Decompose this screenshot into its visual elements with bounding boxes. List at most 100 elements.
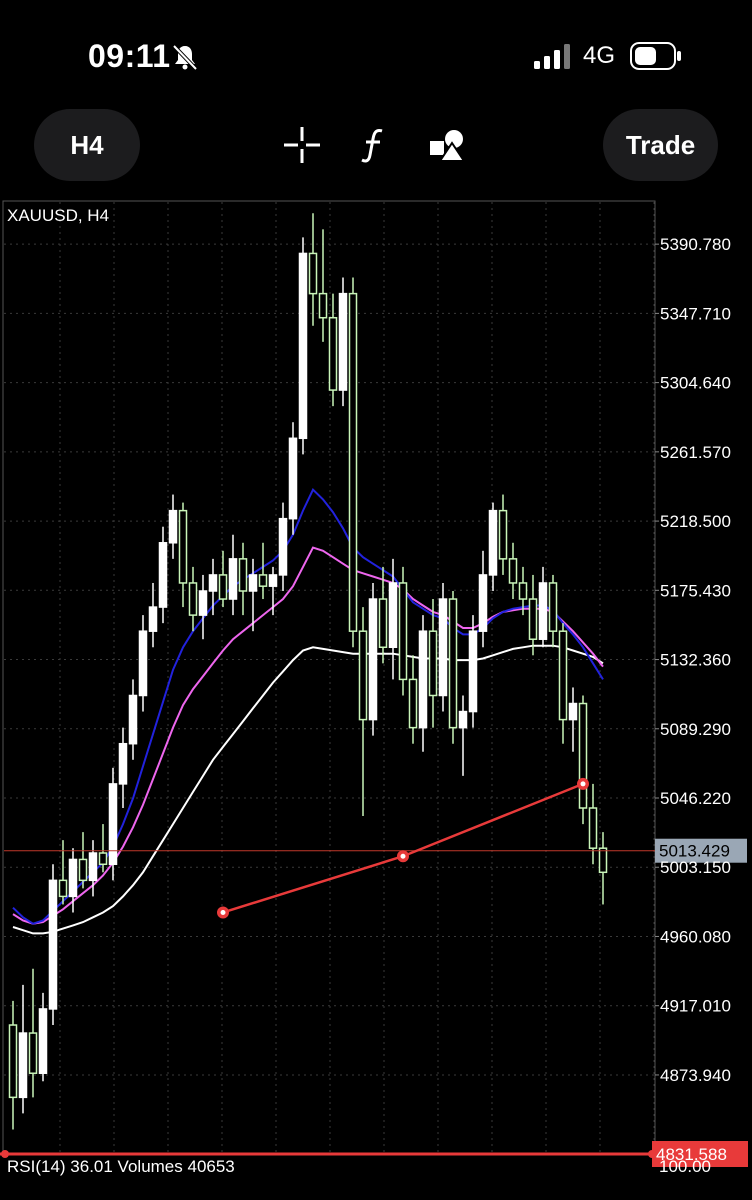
candle bbox=[478, 550, 488, 648]
candle bbox=[588, 783, 598, 865]
price-tick-label: 5003.150 bbox=[660, 858, 731, 877]
candle-body bbox=[288, 437, 298, 520]
trendline-handle-center bbox=[220, 909, 226, 915]
candle-body bbox=[118, 742, 128, 785]
candle bbox=[78, 832, 88, 889]
candle-body bbox=[598, 847, 608, 874]
candle bbox=[38, 992, 48, 1082]
candle bbox=[278, 502, 288, 592]
candle-body bbox=[238, 558, 248, 592]
candle-body bbox=[158, 542, 168, 608]
candle bbox=[128, 679, 138, 760]
candle-body bbox=[318, 292, 328, 319]
price-tick-label: 4873.940 bbox=[660, 1066, 731, 1085]
candle-body bbox=[218, 574, 228, 600]
candle-body bbox=[178, 509, 188, 584]
price-axis: 5390.780 5347.710 5304.640 5261.570 5218.500… bbox=[655, 235, 731, 1085]
function-icon[interactable] bbox=[354, 125, 394, 165]
candle bbox=[268, 566, 278, 616]
rsi-axis-label: 100.00 bbox=[659, 1157, 711, 1176]
rsi-label: RSI(14) 36.01 Volumes 40653 bbox=[7, 1157, 235, 1176]
cellular-signal-icon bbox=[534, 44, 570, 69]
alert-handle bbox=[1, 1150, 9, 1158]
candlesticks bbox=[8, 213, 608, 1130]
price-tick-label: 5261.570 bbox=[660, 443, 731, 462]
candle-body bbox=[198, 590, 208, 616]
candle-body bbox=[418, 630, 428, 729]
candle bbox=[458, 695, 468, 776]
candle-body bbox=[518, 582, 528, 600]
candle-body bbox=[408, 678, 418, 729]
candle-body bbox=[578, 702, 588, 809]
candle-body bbox=[438, 598, 448, 697]
candle-body bbox=[338, 292, 348, 391]
candle bbox=[308, 213, 318, 326]
alert-handle bbox=[648, 1150, 656, 1158]
chart-toolbar: H4 Trade bbox=[0, 105, 752, 185]
candle-body bbox=[368, 598, 378, 721]
candle bbox=[118, 727, 128, 809]
candle-body bbox=[278, 517, 288, 576]
trade-button[interactable]: Trade bbox=[603, 109, 718, 181]
chart-canvas[interactable]: 5013.429 4831.588 5390.780 5347.710 5304.64… bbox=[0, 198, 752, 1200]
symbol-label: XAUUSD, H4 bbox=[7, 206, 109, 225]
ma-slow-line bbox=[12, 644, 604, 935]
candle-body bbox=[558, 630, 568, 721]
candle-body bbox=[188, 582, 198, 616]
candle bbox=[448, 591, 458, 744]
candle bbox=[98, 824, 108, 873]
candle bbox=[368, 582, 378, 736]
candle bbox=[578, 695, 588, 825]
candle bbox=[108, 767, 118, 881]
candle bbox=[538, 566, 548, 648]
candle bbox=[158, 526, 168, 624]
candle bbox=[18, 984, 28, 1114]
candle-body bbox=[248, 574, 258, 592]
candle bbox=[188, 566, 198, 632]
candle bbox=[148, 582, 158, 648]
candle-body bbox=[298, 252, 308, 440]
candle bbox=[138, 615, 148, 712]
alert-price-badge bbox=[652, 1141, 748, 1167]
shapes-icon[interactable] bbox=[428, 125, 468, 165]
candle bbox=[378, 566, 388, 664]
candle bbox=[228, 534, 238, 616]
candle-body bbox=[568, 702, 578, 721]
candle bbox=[28, 968, 38, 1098]
candle bbox=[178, 502, 188, 608]
candle bbox=[218, 550, 228, 608]
trendline bbox=[222, 782, 584, 914]
candle-body bbox=[78, 858, 88, 882]
candle-body bbox=[68, 858, 78, 898]
candle-body bbox=[48, 879, 58, 1010]
candle bbox=[598, 832, 608, 905]
price-tick-label: 4960.080 bbox=[660, 927, 731, 946]
candle-body bbox=[378, 598, 388, 649]
candle-body bbox=[138, 630, 148, 697]
candle-body bbox=[538, 582, 548, 640]
chart-overlays: 5013.429 4831.588 bbox=[0, 777, 748, 1167]
candle bbox=[548, 574, 558, 648]
candle-body bbox=[548, 582, 558, 632]
candle-body bbox=[388, 582, 398, 649]
candle bbox=[568, 687, 578, 752]
candle bbox=[438, 582, 448, 712]
price-tick-label: 5175.430 bbox=[660, 581, 731, 600]
price-chart[interactable]: 5013.429 4831.588 5390.780 5347.710 5304.64… bbox=[0, 198, 752, 1200]
trendline-handle-center bbox=[580, 781, 586, 787]
candle-body bbox=[168, 509, 178, 544]
candle bbox=[468, 615, 478, 728]
candle bbox=[488, 502, 498, 592]
candle-body bbox=[98, 852, 108, 866]
timeframe-button[interactable]: H4 bbox=[34, 109, 140, 181]
crosshair-icon[interactable] bbox=[282, 125, 322, 165]
candle-body bbox=[478, 574, 488, 632]
candle bbox=[528, 574, 538, 656]
candle-body bbox=[588, 807, 598, 849]
price-tick-label: 5304.640 bbox=[660, 374, 731, 393]
candle-body bbox=[328, 316, 338, 391]
candle bbox=[408, 655, 418, 744]
candle bbox=[518, 566, 528, 616]
candle bbox=[208, 558, 218, 616]
candle bbox=[88, 840, 98, 897]
